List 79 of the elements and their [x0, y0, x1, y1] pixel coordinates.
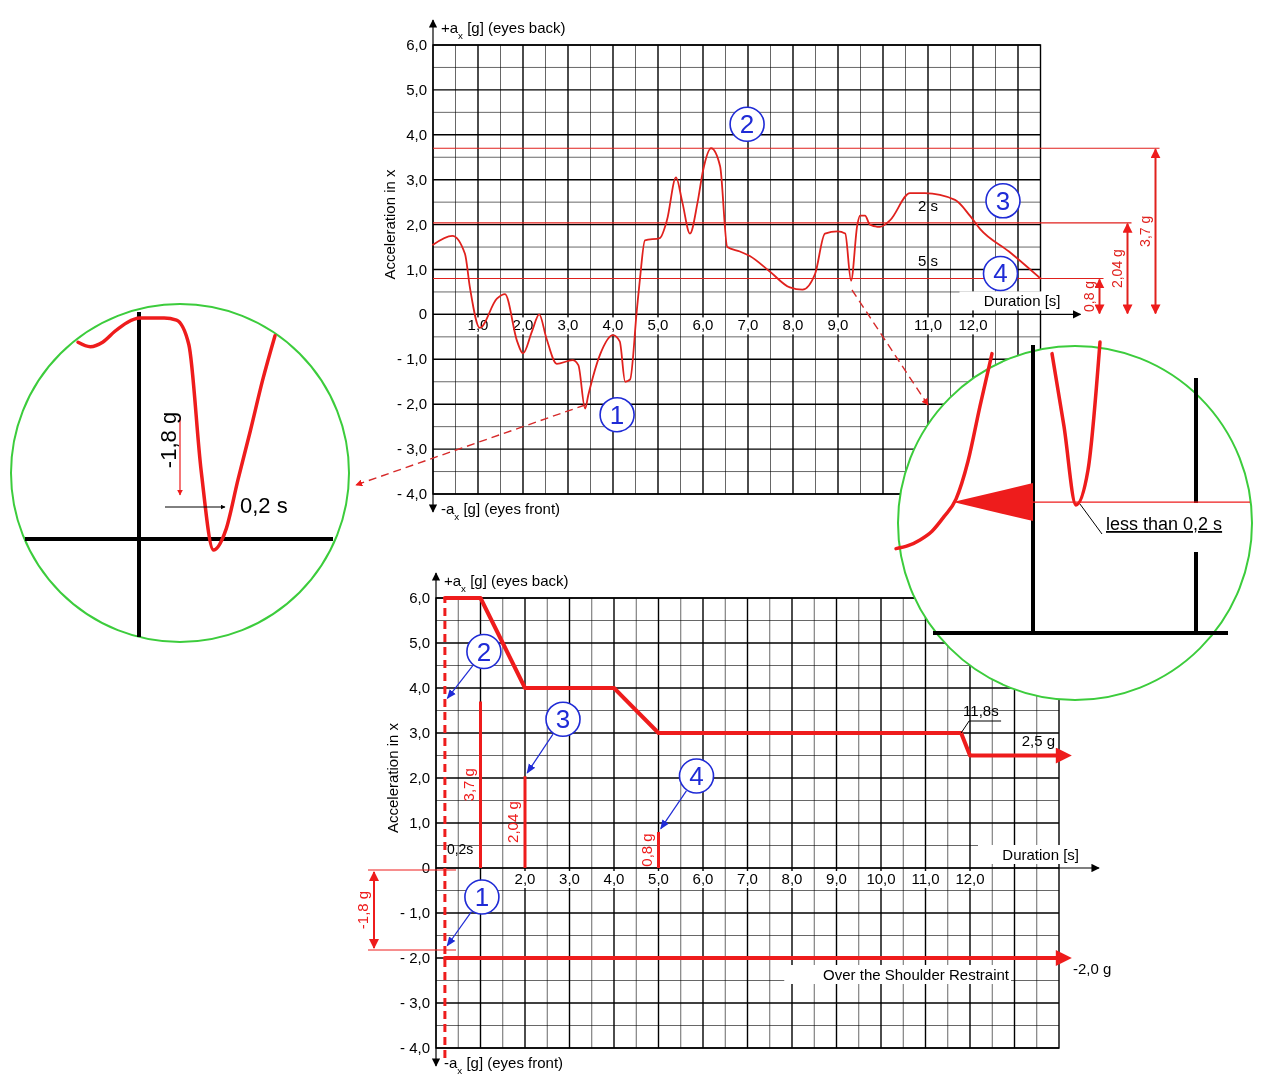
- x-tick-label: 12,0: [955, 870, 985, 887]
- x-tick-label: 3,0: [559, 870, 580, 887]
- y-tick-label: - 1,0: [396, 350, 427, 368]
- x-tick-label: 7,0: [737, 870, 758, 887]
- x-axis-title: Duration [s]: [1002, 846, 1079, 863]
- data-label: 0,8 g: [637, 833, 655, 867]
- y-tick-label: 5,0: [406, 80, 427, 98]
- y-tick-label: 1,0: [409, 814, 430, 831]
- annotation: 2 s: [917, 196, 939, 214]
- y-axis-title: Acceleration in x: [381, 168, 398, 280]
- y-tick-label: 1,0: [406, 260, 427, 278]
- annotation: 0,2 s: [240, 493, 288, 518]
- y-tick-label: 4,0: [406, 125, 427, 143]
- annotation: 3: [555, 704, 571, 735]
- x-tick-label: 3,0: [557, 316, 579, 334]
- y-tick-label: - 3,0: [399, 994, 430, 1011]
- x-tick-label: 5,0: [648, 870, 669, 887]
- x-tick-label: 2,0: [514, 870, 536, 887]
- annotation: -2,0 g: [1073, 960, 1112, 977]
- annotation: 2: [476, 636, 492, 667]
- y-tick-label: 3,0: [409, 724, 430, 741]
- y-tick-label: 0: [418, 305, 427, 323]
- x-tick-label: 5,0: [647, 316, 669, 334]
- annotation: 4: [993, 258, 1008, 289]
- x-tick-label: 2,0: [512, 316, 534, 334]
- y-tick-label: - 3,0: [396, 440, 427, 458]
- y-tick-label: 4,0: [409, 679, 430, 696]
- x-tick-label: 12,0: [958, 316, 988, 334]
- annotation: 1: [609, 399, 625, 430]
- series-label: Over the Shoulder Restraint: [823, 966, 1010, 983]
- ref-line-label: 3,7 g: [1136, 215, 1153, 247]
- annotation: 2: [739, 109, 755, 140]
- annotation: 4: [689, 761, 704, 791]
- x-tick-label: 6,0: [692, 316, 714, 334]
- bar: [523, 776, 527, 868]
- x-tick-label: 9,0: [826, 870, 847, 887]
- y-tick-label: 2,0: [406, 215, 427, 233]
- ref-line-label: 0,8 g: [1080, 280, 1097, 313]
- annotation: less than 0,2 s: [1106, 514, 1223, 534]
- x-tick-label: 4,0: [603, 870, 625, 887]
- text: +a$_{x}$ [g] (eyes back): [441, 19, 566, 41]
- annotation: 2,5 g: [1021, 731, 1055, 749]
- y-tick-label: - 2,0: [396, 395, 427, 413]
- annotation: 3: [995, 185, 1011, 216]
- annotation: 1: [474, 882, 490, 912]
- bar: [479, 701, 482, 868]
- x-axis-title: Duration [s]: [983, 292, 1061, 310]
- x-tick-label: 9,0: [827, 316, 849, 334]
- x-tick-label: 8,0: [782, 316, 804, 334]
- x-tick-label: 10,0: [866, 870, 896, 887]
- x-tick-label: 6,0: [692, 870, 714, 887]
- y-tick-label: 5,0: [409, 634, 430, 651]
- annotation: -1,8 g: [156, 411, 181, 469]
- ref-line-label: 0,2s: [446, 841, 474, 857]
- ref-line-label: 2,04 g: [1108, 249, 1125, 289]
- x-tick-label: 8,0: [781, 870, 803, 887]
- y-tick-label: 6,0: [406, 36, 427, 53]
- y-tick-label: - 2,0: [399, 949, 430, 966]
- x-tick-label: 4,0: [602, 316, 624, 334]
- text: -a$_{x}$ [g] (eyes front): [441, 500, 561, 522]
- data-label: 3,7 g: [459, 768, 477, 802]
- x-tick-label: 1,0: [467, 316, 489, 334]
- y-tick-label: 0: [421, 859, 430, 876]
- annotation: 5 s: [917, 252, 939, 270]
- text: -1,8 g: [354, 890, 371, 930]
- data-label: 2,04 g: [504, 801, 521, 843]
- text: +a$_{x}$ [g] (eyes back): [444, 572, 569, 594]
- y-axis-title: Acceleration in x: [384, 722, 401, 834]
- y-tick-label: - 4,0: [399, 1039, 430, 1056]
- y-tick-label: - 4,0: [396, 485, 427, 502]
- bar: [657, 832, 660, 868]
- text: -a$_{x}$ [g] (eyes front): [444, 1054, 564, 1075]
- x-tick-label: 7,0: [737, 316, 759, 334]
- x-tick-label: 11,0: [911, 870, 940, 887]
- y-tick-label: 6,0: [409, 589, 430, 606]
- y-tick-label: 3,0: [406, 170, 427, 188]
- y-tick-label: 2,0: [409, 769, 430, 786]
- x-tick-label: 11,0: [913, 316, 943, 334]
- y-tick-label: - 1,0: [399, 904, 430, 921]
